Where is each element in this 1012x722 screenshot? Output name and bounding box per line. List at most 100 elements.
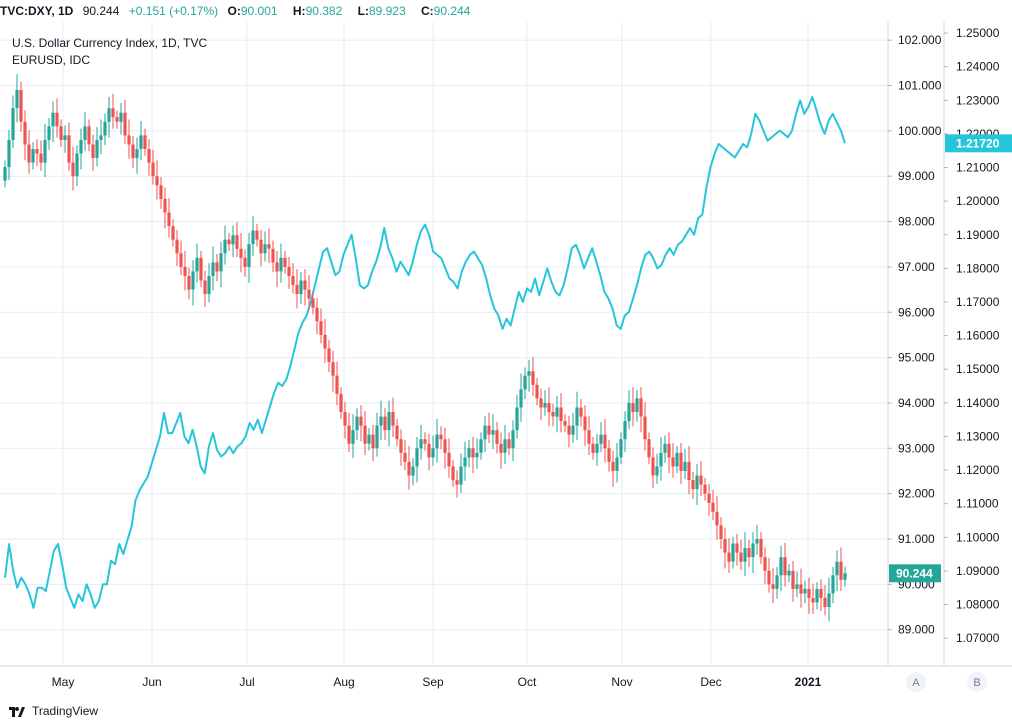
candle-body <box>559 407 563 422</box>
candle-body <box>539 398 543 408</box>
candle-body <box>51 112 55 127</box>
candle-body <box>219 253 223 272</box>
candle-body <box>119 112 123 122</box>
candle-body <box>751 543 755 558</box>
candle-body <box>215 262 219 272</box>
right-scale-tick-label: 1.10000 <box>956 530 1000 544</box>
candle-body <box>187 276 191 290</box>
price-change: +0.151 (+0.17%) <box>128 4 219 18</box>
candle-body <box>743 548 747 562</box>
ohlc-close: C:90.244 <box>420 4 471 18</box>
price-chart[interactable]: 102.000 101.000 100.000 99.000 98.000 97.000 9… <box>0 22 1012 700</box>
candle-body <box>583 416 587 431</box>
candle-body <box>543 403 547 408</box>
candle-body <box>635 398 639 412</box>
right-scale-tick-label: 1.17000 <box>956 295 1000 309</box>
candle-body <box>599 434 603 444</box>
candle-body <box>819 588 823 598</box>
candle-body <box>223 239 227 254</box>
candle-body <box>639 398 643 417</box>
candle-body <box>247 244 251 267</box>
candle-body <box>55 112 59 127</box>
candle-body <box>303 280 307 290</box>
left-scale-tick-label: 98.000 <box>898 215 935 229</box>
scale-a-button[interactable] <box>906 672 926 692</box>
left-scale-tick-label: 96.000 <box>898 305 935 319</box>
right-scale-tick-label: 1.25000 <box>956 26 1000 40</box>
candle-body <box>275 262 279 272</box>
candle-body <box>371 434 375 449</box>
candle-body <box>607 448 611 462</box>
right-scale-tick-label: 1.24000 <box>956 60 1000 74</box>
candle-body <box>71 162 75 177</box>
candle-body <box>279 257 283 272</box>
candle-body <box>739 552 743 562</box>
candle-body <box>27 144 31 163</box>
candle-body <box>603 434 607 449</box>
candle-body <box>411 466 415 476</box>
candle-body <box>447 452 451 467</box>
candle-body <box>415 448 419 467</box>
candle-body <box>811 598 815 603</box>
tradingview-brand[interactable]: TradingView <box>32 704 99 718</box>
left-scale-tick-label: 93.000 <box>898 441 935 455</box>
x-tick-label: Dec <box>700 675 721 689</box>
left-scale-tick-label: 101.000 <box>898 78 942 92</box>
candle-body <box>779 557 783 576</box>
right-scale-tick-label: 1.18000 <box>956 261 1000 275</box>
candle-body <box>467 448 471 458</box>
candle-body <box>587 430 591 444</box>
left-scale-tick-label: 99.000 <box>898 169 935 183</box>
candle-body <box>455 480 459 485</box>
candle-body <box>575 407 579 426</box>
candle-body <box>567 425 571 435</box>
x-tick-label: Jul <box>239 675 254 689</box>
candle-body <box>335 375 339 394</box>
candle-body <box>383 416 387 431</box>
chart-subtitle: EURUSD, IDC <box>12 53 90 67</box>
candle-body <box>715 511 719 526</box>
candle-body <box>699 475 703 485</box>
scale-badge-label: A <box>912 677 920 689</box>
candle-body <box>775 575 779 589</box>
candle-body <box>87 126 91 145</box>
candle-body <box>111 108 115 118</box>
eurusd-last-price-label <box>945 134 1012 153</box>
candle-body <box>259 239 263 254</box>
right-scale-tick-label: 1.07000 <box>956 631 1000 645</box>
right-scale-tick-label: 1.13000 <box>956 429 1000 443</box>
candle-body <box>195 257 199 272</box>
candle-body <box>63 135 67 140</box>
candle-body <box>375 425 379 449</box>
candle-body <box>799 584 803 594</box>
candle-body <box>547 403 551 413</box>
candle-body <box>83 126 87 140</box>
tradingview-logo-icon[interactable] <box>8 704 28 718</box>
candle-body <box>823 598 827 608</box>
candle-body <box>99 135 103 140</box>
scale-b-button[interactable] <box>967 672 987 692</box>
candle-body <box>203 280 207 295</box>
candle-body <box>747 548 751 558</box>
candle-body <box>291 276 295 286</box>
candle-body <box>199 257 203 281</box>
candle-body <box>675 452 679 467</box>
right-scale-tick-label: 1.20000 <box>956 194 1000 208</box>
candle-body <box>763 557 767 571</box>
candle-body <box>431 448 435 458</box>
candle-body <box>663 443 667 453</box>
candle-body <box>79 139 83 154</box>
candle-body <box>623 421 627 440</box>
candle-body <box>211 262 215 276</box>
candle-body <box>347 425 351 444</box>
right-scale-tick-label: 1.11000 <box>956 497 999 511</box>
candle-body <box>123 112 127 136</box>
candle-body <box>243 257 247 267</box>
candle-body <box>531 371 535 385</box>
symbol-name[interactable]: TVC:DXY, 1D <box>0 4 74 18</box>
candle-body <box>815 588 819 603</box>
right-scale-tick-label: 1.12000 <box>956 463 1000 477</box>
candle-body <box>15 90 19 109</box>
candle-body <box>175 239 179 254</box>
candle-body <box>615 457 619 471</box>
